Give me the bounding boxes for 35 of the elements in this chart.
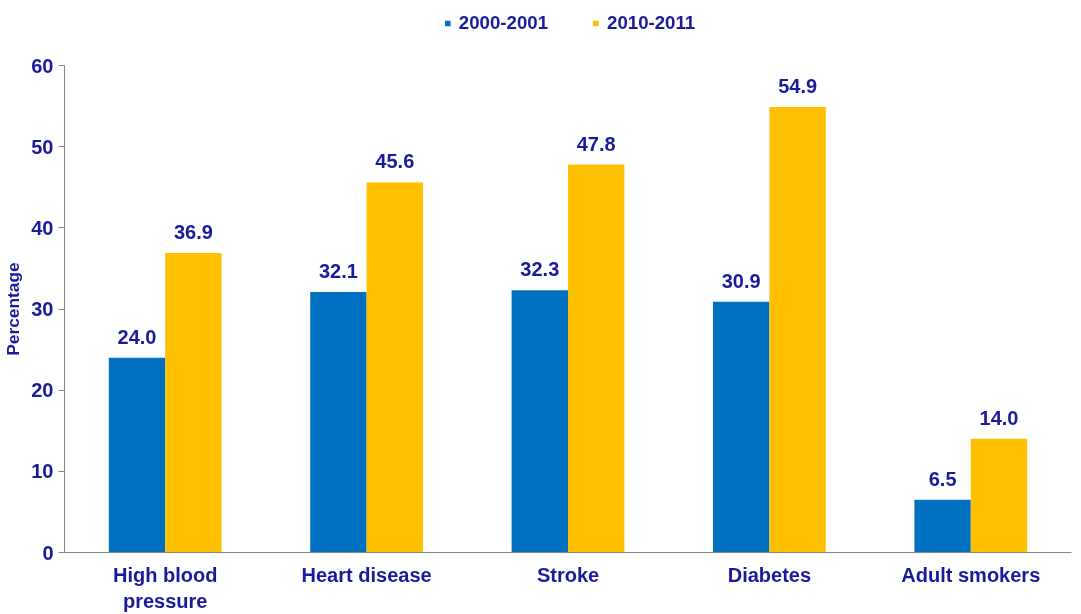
x-tick-label: Diabetes bbox=[727, 563, 812, 586]
data-label: 24.0 bbox=[117, 325, 157, 348]
y-tick-label: 60 bbox=[31, 54, 54, 77]
data-label: 14.0 bbox=[979, 406, 1019, 429]
bar bbox=[568, 164, 625, 553]
y-axis-title: Percentage bbox=[3, 261, 24, 356]
y-tick-label: 10 bbox=[31, 460, 54, 483]
legend-label: 2000-2001 bbox=[458, 11, 549, 34]
data-label: 45.6 bbox=[375, 150, 415, 173]
bar bbox=[366, 182, 423, 553]
bar bbox=[310, 291, 367, 553]
bar bbox=[108, 357, 166, 553]
x-tick-label: Stroke bbox=[536, 563, 600, 586]
x-tick-label: Heart disease bbox=[301, 563, 432, 586]
x-tick-label: Adult smokers bbox=[901, 563, 1041, 586]
y-tick-label: 40 bbox=[31, 216, 54, 239]
data-label: 32.3 bbox=[520, 258, 560, 281]
legend-label: 2010-2011 bbox=[607, 11, 696, 34]
bar bbox=[970, 438, 1028, 553]
y-tick-label: 20 bbox=[31, 379, 54, 402]
data-label: 6.5 bbox=[928, 467, 957, 490]
data-label: 30.9 bbox=[721, 269, 761, 292]
bar bbox=[769, 106, 826, 553]
y-tick-label: 0 bbox=[42, 541, 54, 564]
bar bbox=[165, 252, 222, 553]
data-label: 36.9 bbox=[173, 220, 213, 243]
data-label: 54.9 bbox=[778, 74, 818, 97]
bar bbox=[914, 499, 971, 553]
x-tick-label: High blood pressure bbox=[112, 563, 218, 612]
y-tick-label: 30 bbox=[31, 298, 54, 320]
data-label: 32.1 bbox=[318, 259, 358, 282]
bar bbox=[511, 290, 568, 553]
bar bbox=[713, 301, 770, 553]
data-label: 47.8 bbox=[576, 132, 616, 155]
y-tick-label: 50 bbox=[31, 135, 54, 158]
